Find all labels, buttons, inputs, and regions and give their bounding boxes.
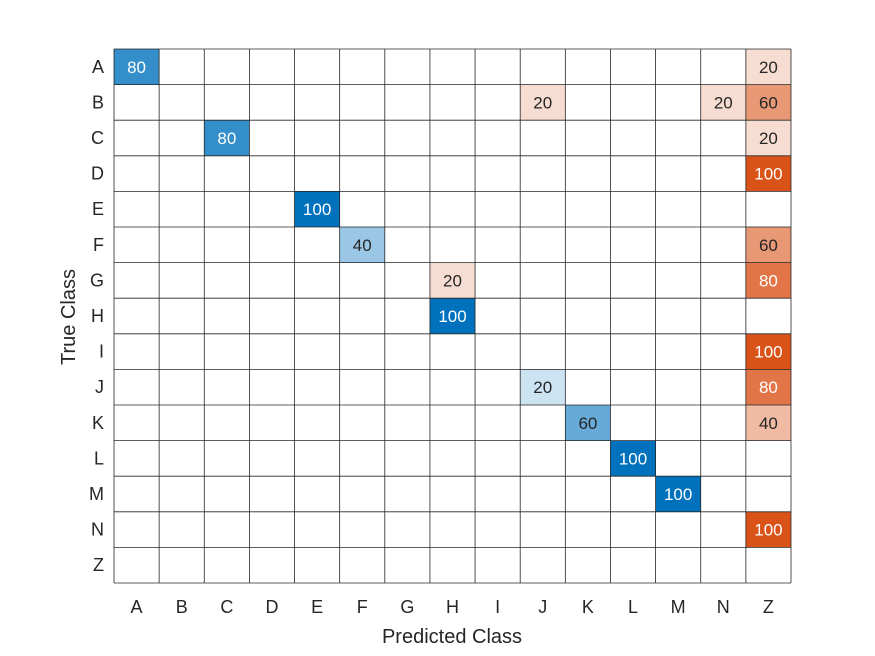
cell-I-Z: [745, 333, 791, 370]
x-tick-C: C: [220, 597, 233, 617]
cell-B-Z: [745, 84, 791, 121]
x-tick-H: H: [446, 597, 459, 617]
y-tick-N: N: [91, 520, 104, 540]
cell-G-H: [429, 262, 476, 299]
x-tick-B: B: [176, 597, 188, 617]
cell-label-E-E: 100: [303, 200, 331, 219]
cell-A-Z: [745, 49, 791, 85]
y-tick-G: G: [90, 270, 104, 290]
x-tick-D: D: [265, 597, 278, 617]
cells-layer: [114, 49, 791, 583]
cell-K-K: [565, 405, 611, 441]
y-tick-E: E: [92, 199, 104, 219]
y-tick-Z: Z: [93, 555, 104, 575]
y-tick-J: J: [95, 377, 104, 397]
x-tick-Z: Z: [763, 597, 774, 617]
cell-label-M-M: 100: [664, 485, 692, 504]
cell-J-Z: [745, 369, 791, 405]
cell-L-L: [610, 440, 656, 477]
grid-layer: [113, 48, 792, 584]
y-tick-B: B: [92, 92, 104, 112]
x-axis-title: Predicted Class: [382, 626, 522, 648]
x-tick-L: L: [628, 597, 638, 617]
cell-M-M: [655, 476, 701, 512]
cell-label-B-N: 20: [714, 93, 733, 112]
x-tick-G: G: [400, 597, 414, 617]
cell-label-N-Z: 100: [754, 521, 782, 540]
y-tick-D: D: [91, 164, 104, 184]
cell-label-K-Z: 40: [759, 414, 778, 433]
cell-label-J-J: 20: [533, 378, 552, 397]
cell-C-C: [204, 120, 250, 156]
cell-B-J: [520, 84, 566, 121]
cell-H-H: [429, 298, 476, 334]
cell-E-E: [294, 191, 340, 227]
cell-label-C-C: 80: [217, 129, 236, 148]
cell-K-Z: [745, 405, 791, 441]
x-tick-E: E: [311, 597, 323, 617]
y-tick-I: I: [99, 342, 104, 362]
cell-A-A: [114, 49, 160, 85]
cell-C-Z: [745, 120, 791, 156]
cell-F-Z: [745, 227, 791, 263]
cell-D-Z: [745, 155, 791, 192]
cell-B-N: [700, 84, 746, 121]
y-tick-L: L: [94, 448, 104, 468]
cell-J-J: [520, 369, 566, 405]
cell-label-B-Z: 60: [759, 93, 778, 112]
x-tick-N: N: [717, 597, 730, 617]
x-tick-A: A: [131, 597, 143, 617]
cell-label-J-Z: 80: [759, 378, 778, 397]
y-tick-H: H: [91, 306, 104, 326]
cell-F-F: [339, 227, 385, 263]
cell-label-L-L: 100: [619, 449, 647, 468]
cell-label-B-J: 20: [533, 93, 552, 112]
x-tick-I: I: [495, 597, 500, 617]
x-tick-J: J: [538, 597, 547, 617]
y-axis-title: True Class: [58, 269, 80, 365]
cell-label-F-F: 40: [353, 236, 372, 255]
cell-label-H-H: 100: [438, 307, 466, 326]
cell-G-Z: [745, 262, 791, 299]
x-tick-K: K: [582, 597, 594, 617]
cell-label-K-K: 60: [578, 414, 597, 433]
cell-N-Z: [745, 511, 791, 548]
cell-label-A-A: 80: [127, 58, 146, 77]
cell-label-I-Z: 100: [754, 343, 782, 362]
cell-label-D-Z: 100: [754, 165, 782, 184]
y-tick-A: A: [92, 57, 104, 77]
cell-label-G-H: 20: [443, 271, 462, 290]
y-tick-K: K: [92, 413, 104, 433]
x-tick-M: M: [671, 597, 686, 617]
y-tick-C: C: [91, 128, 104, 148]
y-tick-M: M: [89, 484, 104, 504]
cell-label-A-Z: 20: [759, 58, 778, 77]
x-tick-F: F: [357, 597, 368, 617]
y-tick-F: F: [93, 235, 104, 255]
cell-label-G-Z: 80: [759, 271, 778, 290]
cell-labels-layer: 80 20 20 20 60 80 20 100 100 40 60 20 80 100 100 20 80 60…: [127, 58, 783, 540]
cell-label-C-Z: 20: [759, 129, 778, 148]
cell-label-F-Z: 60: [759, 236, 778, 255]
